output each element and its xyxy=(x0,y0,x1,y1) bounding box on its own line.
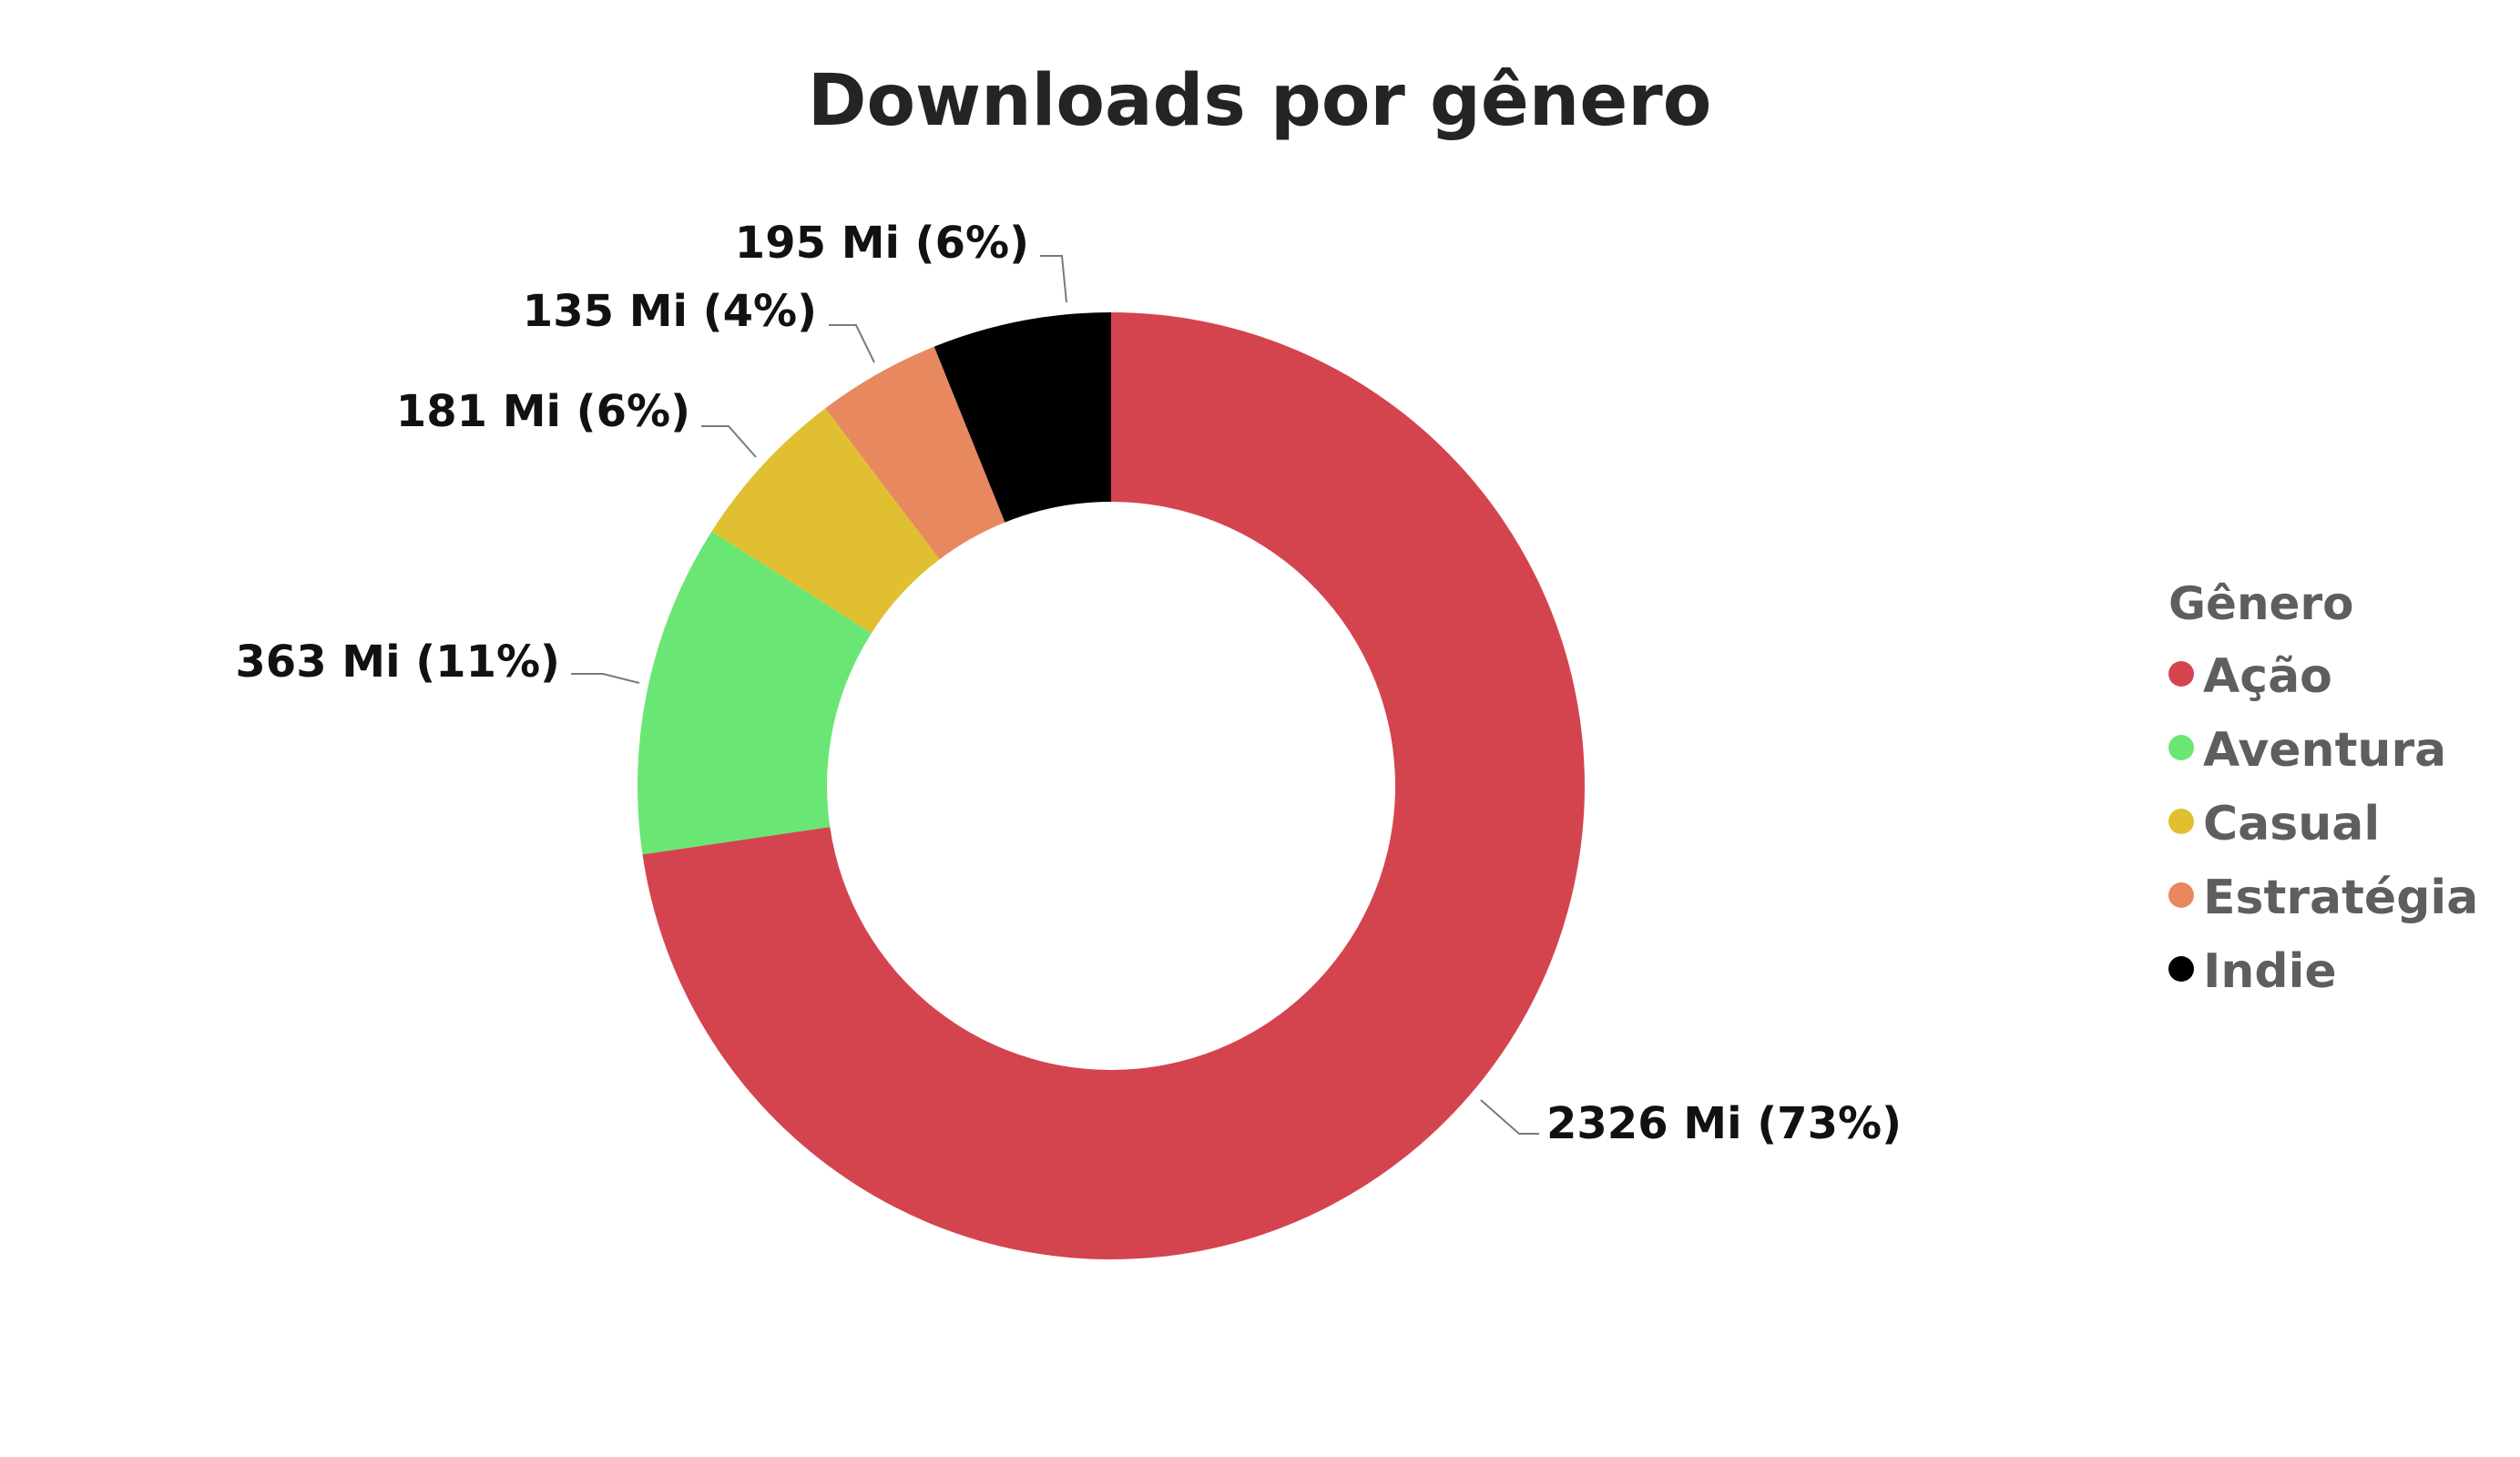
legend-marker-casual xyxy=(2168,809,2194,834)
legend-item-casual[interactable]: Casual xyxy=(2203,797,2380,851)
leader-line-indie xyxy=(1040,255,1067,303)
slice-aventura[interactable] xyxy=(638,531,872,855)
data-label-aventura: 363 Mi (11%) xyxy=(235,637,560,688)
legend-marker-aventura xyxy=(2168,735,2194,760)
chart-title: Downloads por gênero xyxy=(808,60,1712,142)
data-labels: 2326 Mi (73%) 363 Mi (11%) 181 Mi (6%) 135 … xyxy=(235,218,1902,1149)
slice-estrategia[interactable] xyxy=(825,346,1005,560)
slice-indie[interactable] xyxy=(934,312,1111,523)
legend-item-estrategia[interactable]: Estratégia xyxy=(2203,871,2478,925)
leader-line-aventura xyxy=(571,673,640,684)
leader-line-estrategia xyxy=(829,324,875,363)
data-label-acao: 2326 Mi (73%) xyxy=(1546,1098,1902,1149)
legend-marker-indie xyxy=(2168,956,2194,982)
donut-slices xyxy=(638,312,1585,1259)
slice-acao[interactable] xyxy=(642,312,1585,1259)
data-label-estrategia: 135 Mi (4%) xyxy=(523,286,817,337)
data-label-casual: 181 Mi (6%) xyxy=(396,386,690,437)
legend-marker-estrategia xyxy=(2168,882,2194,908)
data-label-indie: 195 Mi (6%) xyxy=(735,218,1029,269)
slice-casual[interactable] xyxy=(711,408,940,634)
legend-marker-acao xyxy=(2168,661,2194,687)
legend-item-aventura[interactable]: Aventura xyxy=(2203,723,2446,778)
leader-line-acao xyxy=(1480,1099,1539,1135)
leader-line-casual xyxy=(701,425,757,458)
legend-title: Gênero xyxy=(2168,577,2353,630)
legend-item-indie[interactable]: Indie xyxy=(2203,944,2337,999)
legend: Gênero Ação Aventura Casual Estratégia Indie xyxy=(2168,577,2478,999)
legend-item-acao[interactable]: Ação xyxy=(2203,649,2332,704)
